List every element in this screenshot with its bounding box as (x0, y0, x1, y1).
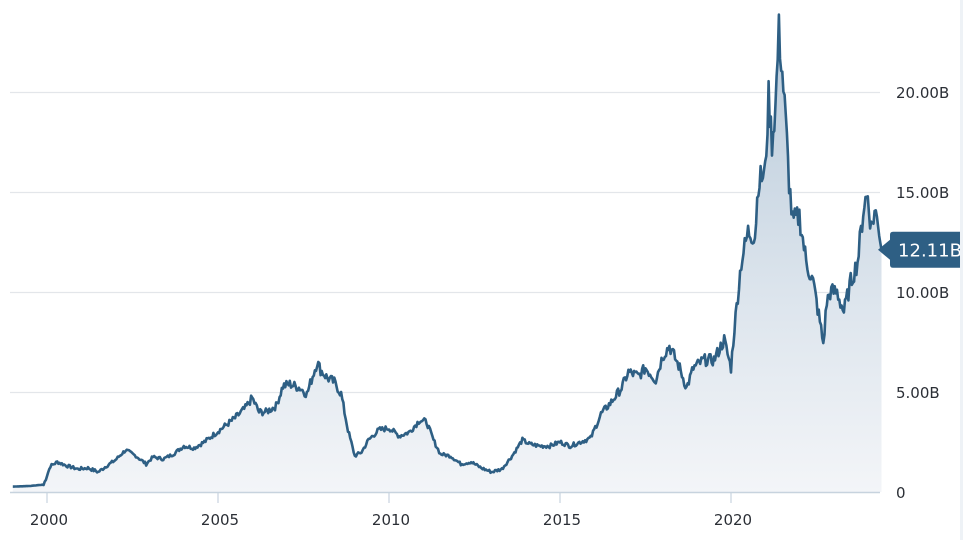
x-tick-label: 2000 (30, 511, 68, 529)
current-value-badge: 12.11B (878, 231, 963, 268)
panel-border (960, 0, 963, 540)
y-tick-label: 15.00B (896, 184, 949, 202)
y-tick-label: 0 (896, 484, 906, 502)
area-fill (12, 14, 882, 492)
data-line (12, 13, 883, 488)
x-axis: 2000 2005 2010 2015 2020 (30, 493, 752, 529)
y-tick-label: 20.00B (896, 84, 949, 102)
x-tick-label: 2005 (201, 511, 239, 529)
x-tick-label: 2020 (714, 511, 752, 529)
badge-pointer-icon (878, 231, 963, 268)
x-tick-label: 2015 (543, 511, 581, 529)
current-value-label: 12.11B (898, 240, 962, 261)
y-tick-label: 10.00B (896, 284, 949, 302)
y-axis: 0 5.00B 10.00B 15.00B 20.00B (896, 84, 949, 502)
x-tick-label: 2010 (372, 511, 410, 529)
y-tick-label: 5.00B (896, 384, 940, 402)
